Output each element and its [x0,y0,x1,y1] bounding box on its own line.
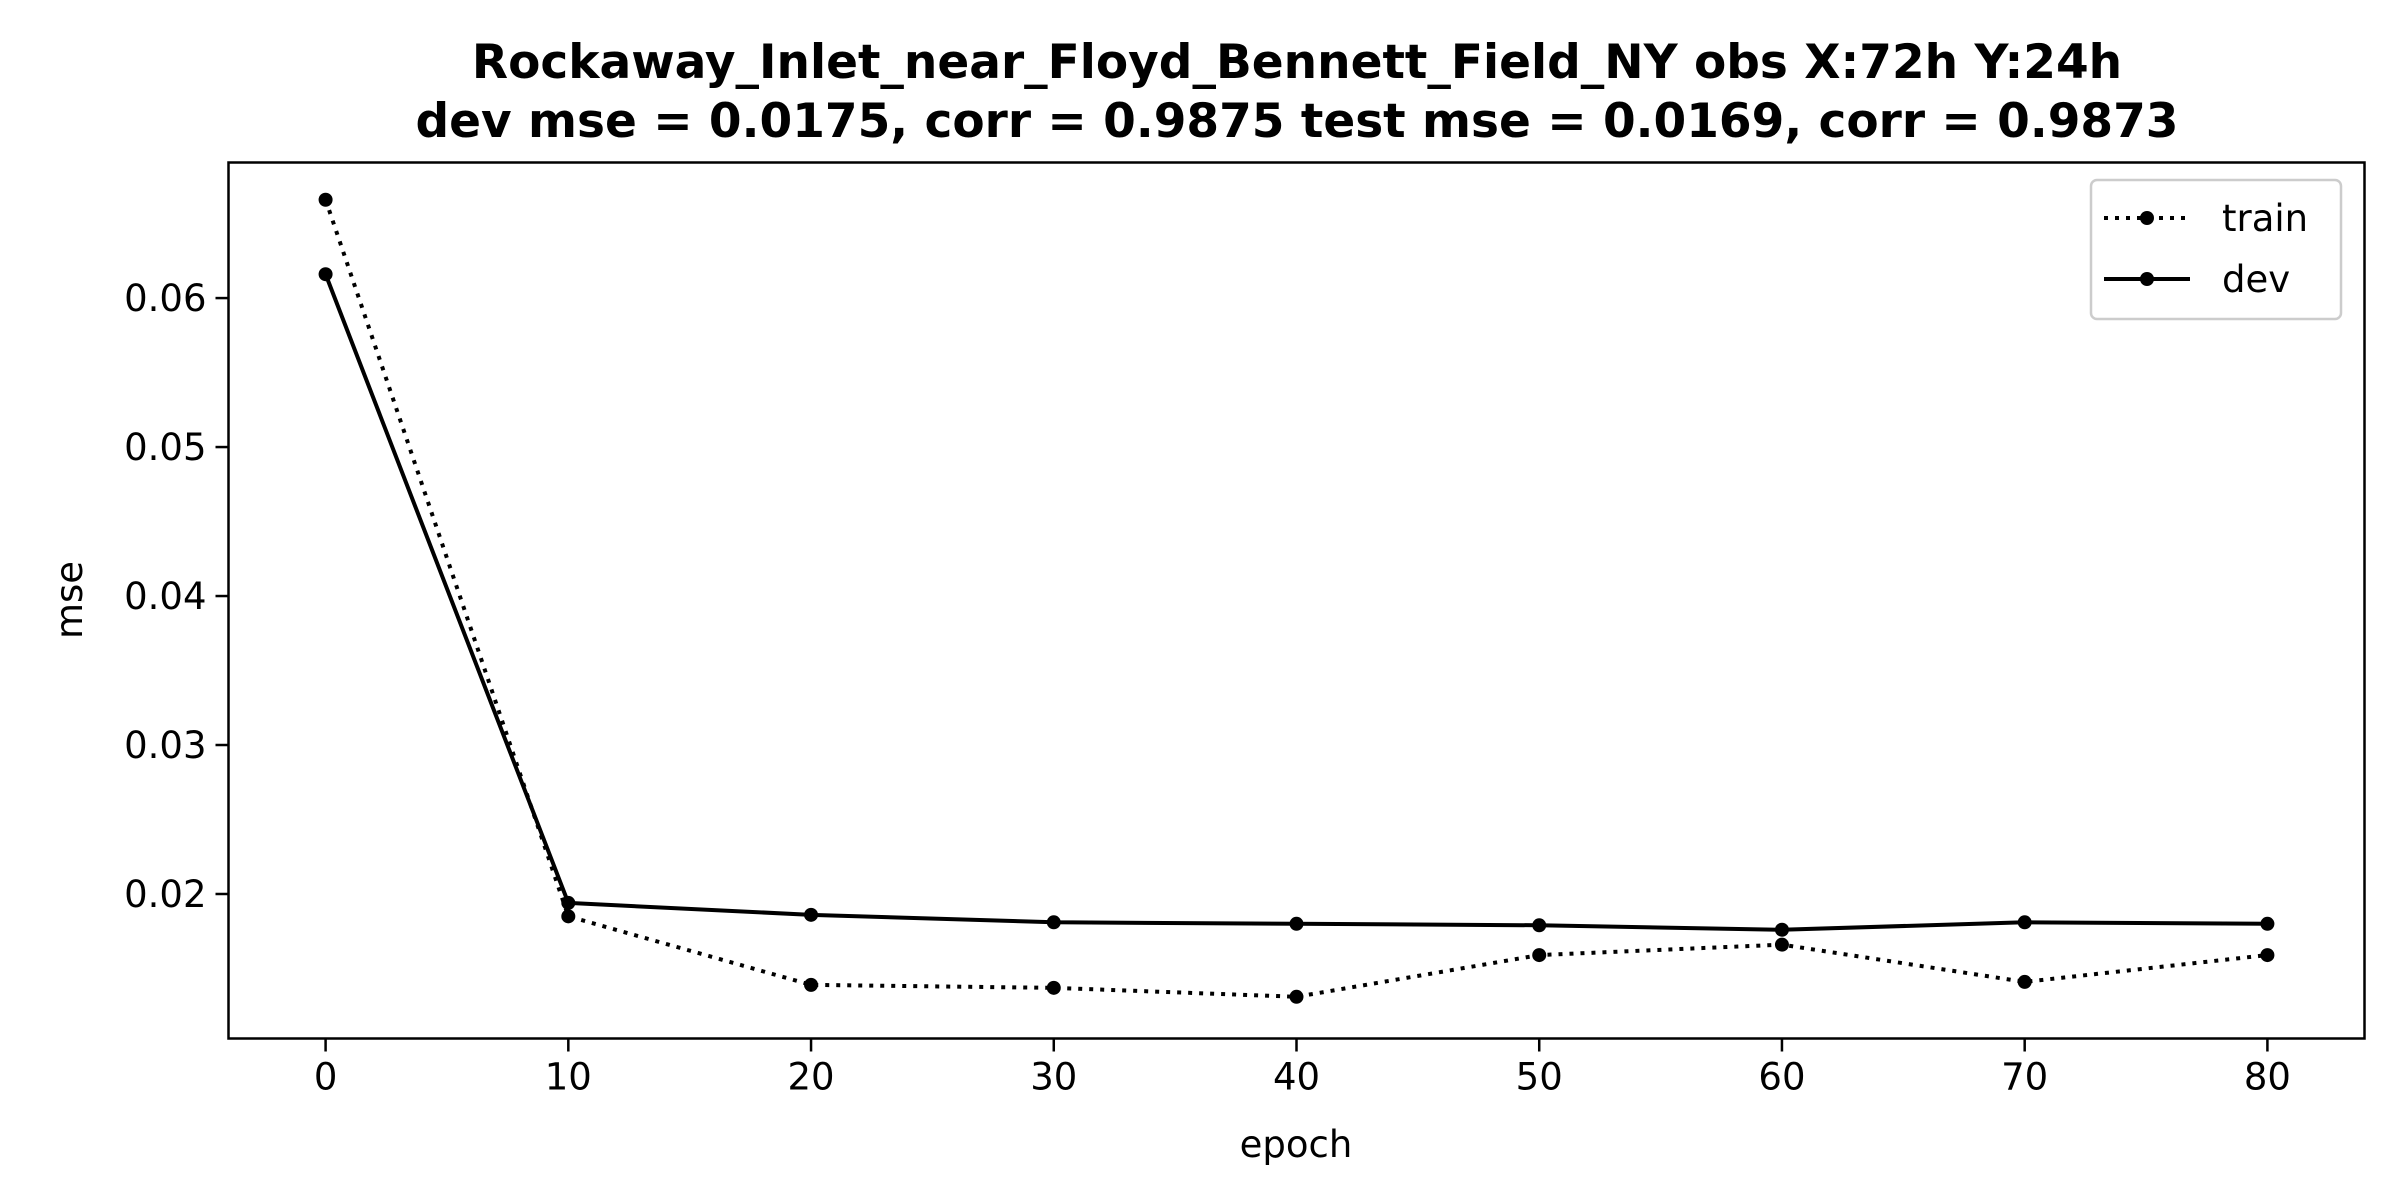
series-line-train [323,199,2268,999]
x-tick-label: 50 [1516,1056,1563,1099]
data-point-dev [561,895,576,910]
data-point-train [804,977,819,992]
data-point-train [1289,989,1304,1004]
y-tick-label: 0.06 [124,277,206,320]
data-point-train [2017,974,2032,989]
legend-label-train: train [2222,197,2308,240]
data-point-train [1774,937,1789,952]
y-axis: 0.02 0.03 0.04 0.05 0.06 [124,277,229,916]
legend-marker-train [2140,211,2154,225]
legend: train dev [2089,178,2343,321]
y-tick-label: 0.04 [124,575,206,618]
data-point-dev [1532,918,1547,933]
x-axis: 0 10 20 30 40 50 60 70 80 [314,1038,2291,1099]
data-point-dev [2017,915,2032,930]
chart-subtitle: dev mse = 0.0175, corr = 0.9875 test mse… [415,94,2178,149]
legend-label-dev: dev [2222,258,2290,301]
data-point-train [1532,948,1547,963]
chart-title: Rockaway_Inlet_near_Floyd_Bennett_Field_… [472,35,2122,90]
data-point-dev [1046,915,1061,930]
data-point-train [1046,980,1061,995]
x-tick-label: 30 [1030,1056,1077,1099]
data-point-train [2260,948,2275,963]
x-tick-label: 70 [2001,1056,2048,1099]
plot-frame [227,161,2366,1040]
x-axis-label: epoch [1240,1123,1353,1166]
x-tick-label: 0 [314,1056,338,1099]
data-point-dev [1289,916,1304,931]
data-point-dev [2260,916,2275,931]
legend-frame [2089,178,2343,321]
legend-marker-dev [2140,272,2154,286]
data-point-dev [318,267,333,282]
y-axis-label: mse [48,561,91,639]
data-point-train [318,192,333,207]
data-point-dev [804,907,819,922]
x-tick-label: 80 [2244,1056,2291,1099]
data-point-train [561,909,576,924]
x-tick-label: 10 [545,1056,592,1099]
series-group [318,192,2275,1004]
y-tick-label: 0.05 [124,426,206,469]
y-tick-label: 0.03 [124,724,206,767]
x-tick-label: 20 [787,1056,834,1099]
data-point-dev [1774,922,1789,937]
y-tick-label: 0.02 [124,873,206,916]
x-tick-label: 60 [1758,1056,1805,1099]
x-tick-label: 40 [1273,1056,1320,1099]
